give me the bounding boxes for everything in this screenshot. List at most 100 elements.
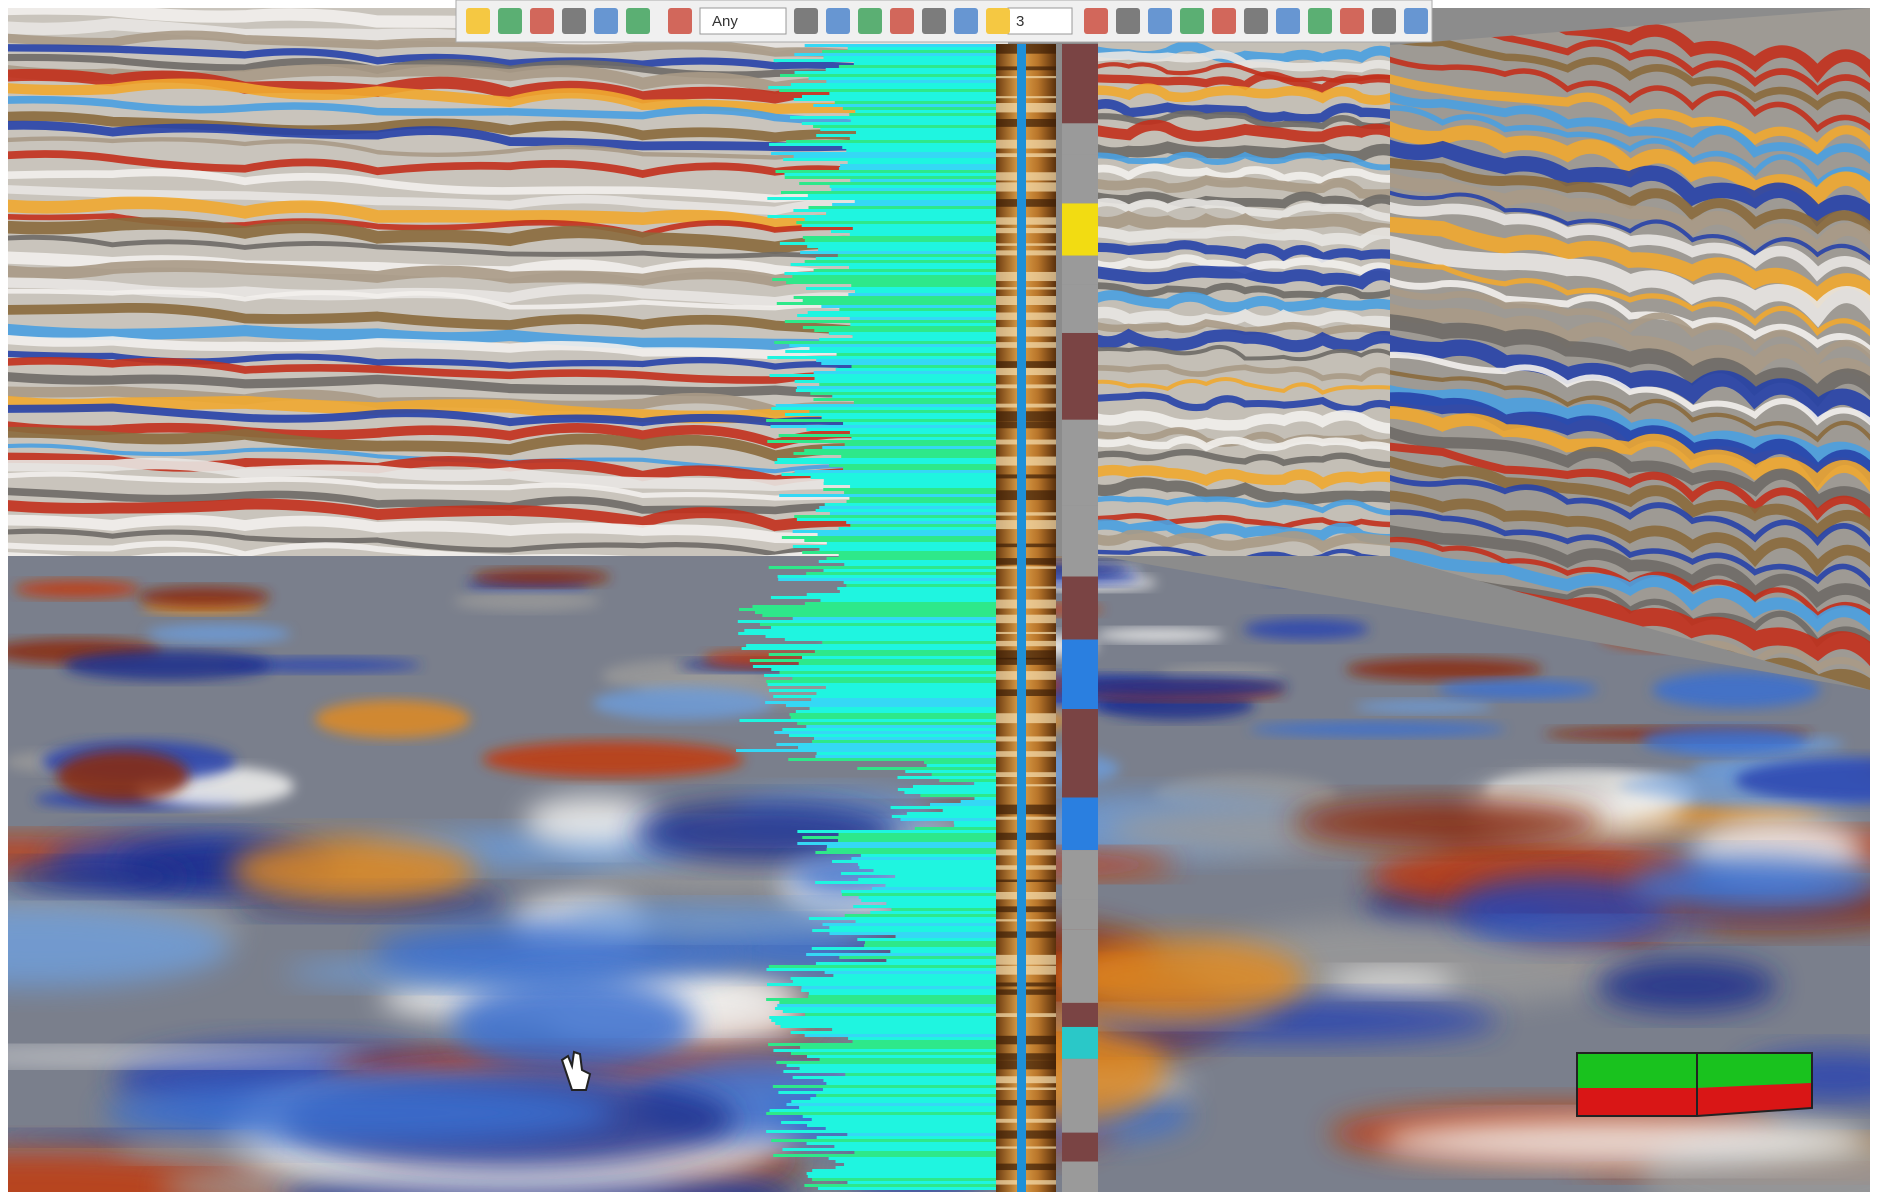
toolbar-button[interactable] <box>922 8 946 34</box>
log-bar <box>874 869 996 872</box>
log-bar <box>895 875 996 878</box>
log-bar <box>766 998 996 1001</box>
log-bar <box>785 638 996 641</box>
log-bar <box>738 620 996 623</box>
log-bar <box>890 950 996 953</box>
log-bar <box>791 1052 996 1055</box>
log-bar <box>746 644 996 647</box>
log-bar <box>753 665 996 668</box>
log-bar <box>913 785 996 788</box>
seismic-blob <box>104 1082 615 1145</box>
toolbar: Any 3 <box>456 0 1432 42</box>
toolbar-button[interactable] <box>1116 8 1140 34</box>
toolbar-button[interactable] <box>1180 8 1204 34</box>
log-bar <box>777 458 996 461</box>
log-bar <box>829 92 996 95</box>
seismic-blob <box>14 580 139 598</box>
log-bar <box>840 164 996 167</box>
log-bar <box>755 611 996 614</box>
log-bar <box>781 1121 996 1124</box>
log-bar <box>809 917 996 920</box>
toolbar-button[interactable] <box>1148 8 1172 34</box>
toolbar-button[interactable] <box>1308 8 1332 34</box>
log-bar <box>805 218 996 221</box>
log-bar <box>796 389 996 392</box>
log-bar <box>837 587 996 590</box>
log-bar <box>814 269 996 272</box>
log-bar <box>832 203 996 206</box>
log-bar <box>848 293 996 296</box>
toolbar-button[interactable] <box>826 8 850 34</box>
log-bar <box>779 1001 996 1004</box>
log-bar <box>805 44 996 47</box>
log-bar <box>793 1076 996 1079</box>
log-bar <box>815 881 996 884</box>
log-bar <box>846 149 996 152</box>
log-bar <box>850 137 996 140</box>
log-bar <box>807 1124 996 1127</box>
toolbar-button[interactable] <box>530 8 554 34</box>
log-bar <box>932 773 996 776</box>
toolbar-button[interactable] <box>1372 8 1396 34</box>
log-bar <box>809 410 996 413</box>
log-bar <box>842 893 996 896</box>
toolbar-button[interactable] <box>466 8 490 34</box>
log-bar <box>943 809 996 812</box>
log-bar <box>816 1094 996 1097</box>
lithology-interval <box>1062 1059 1098 1133</box>
lithology-interval <box>1062 256 1098 285</box>
log-bar <box>850 485 996 488</box>
log-bar <box>764 674 996 677</box>
toolbar-button[interactable] <box>498 8 522 34</box>
log-bar <box>810 347 996 350</box>
toolbar-button[interactable] <box>986 8 1010 34</box>
log-bar <box>826 68 996 71</box>
log-bar <box>824 56 996 59</box>
toolbar-button[interactable] <box>1276 8 1300 34</box>
toolbar-button[interactable] <box>594 8 618 34</box>
toolbar-button[interactable] <box>1340 8 1364 34</box>
log-bar <box>849 113 996 116</box>
log-bar <box>744 629 996 632</box>
toolbar-button[interactable] <box>954 8 978 34</box>
toolbar-button[interactable] <box>890 8 914 34</box>
seismic-blob <box>1346 658 1542 681</box>
toolbar-button[interactable] <box>858 8 882 34</box>
log-bar <box>845 443 996 446</box>
log-bar <box>855 110 996 113</box>
log-bar <box>834 1145 996 1148</box>
toolbar-button[interactable] <box>1084 8 1108 34</box>
log-bar <box>850 317 996 320</box>
seismic-viewer: Any 3 <box>0 0 1879 1199</box>
log-bar <box>794 53 996 56</box>
log-bar <box>771 1019 996 1022</box>
toolbar-button[interactable] <box>626 8 650 34</box>
seismic-blob <box>1628 857 1876 913</box>
log-bar <box>853 335 996 338</box>
log-bar <box>793 980 996 983</box>
log-bar <box>778 1091 996 1094</box>
toolbar-button[interactable] <box>1212 8 1236 34</box>
toolbar-button[interactable] <box>794 8 818 34</box>
log-bar <box>804 1184 996 1187</box>
log-bar <box>812 1178 996 1181</box>
toolbar-button[interactable] <box>1404 8 1428 34</box>
log-bar <box>814 329 996 332</box>
log-bar <box>826 80 996 83</box>
log-bar <box>821 305 996 308</box>
log-bar <box>854 1151 996 1154</box>
log-bar <box>810 1097 996 1100</box>
log-bar <box>829 1157 996 1160</box>
toolbar-button[interactable] <box>668 8 692 34</box>
log-bar <box>891 806 996 809</box>
lithology-interval <box>1062 1162 1098 1192</box>
log-bar <box>898 788 996 791</box>
log-bar <box>850 431 996 434</box>
log-bar <box>820 1058 996 1061</box>
log-bar <box>825 971 996 974</box>
log-bar <box>852 365 996 368</box>
log-bar <box>765 701 996 704</box>
log-bar <box>800 1067 996 1070</box>
toolbar-button[interactable] <box>562 8 586 34</box>
toolbar-button[interactable] <box>1244 8 1268 34</box>
